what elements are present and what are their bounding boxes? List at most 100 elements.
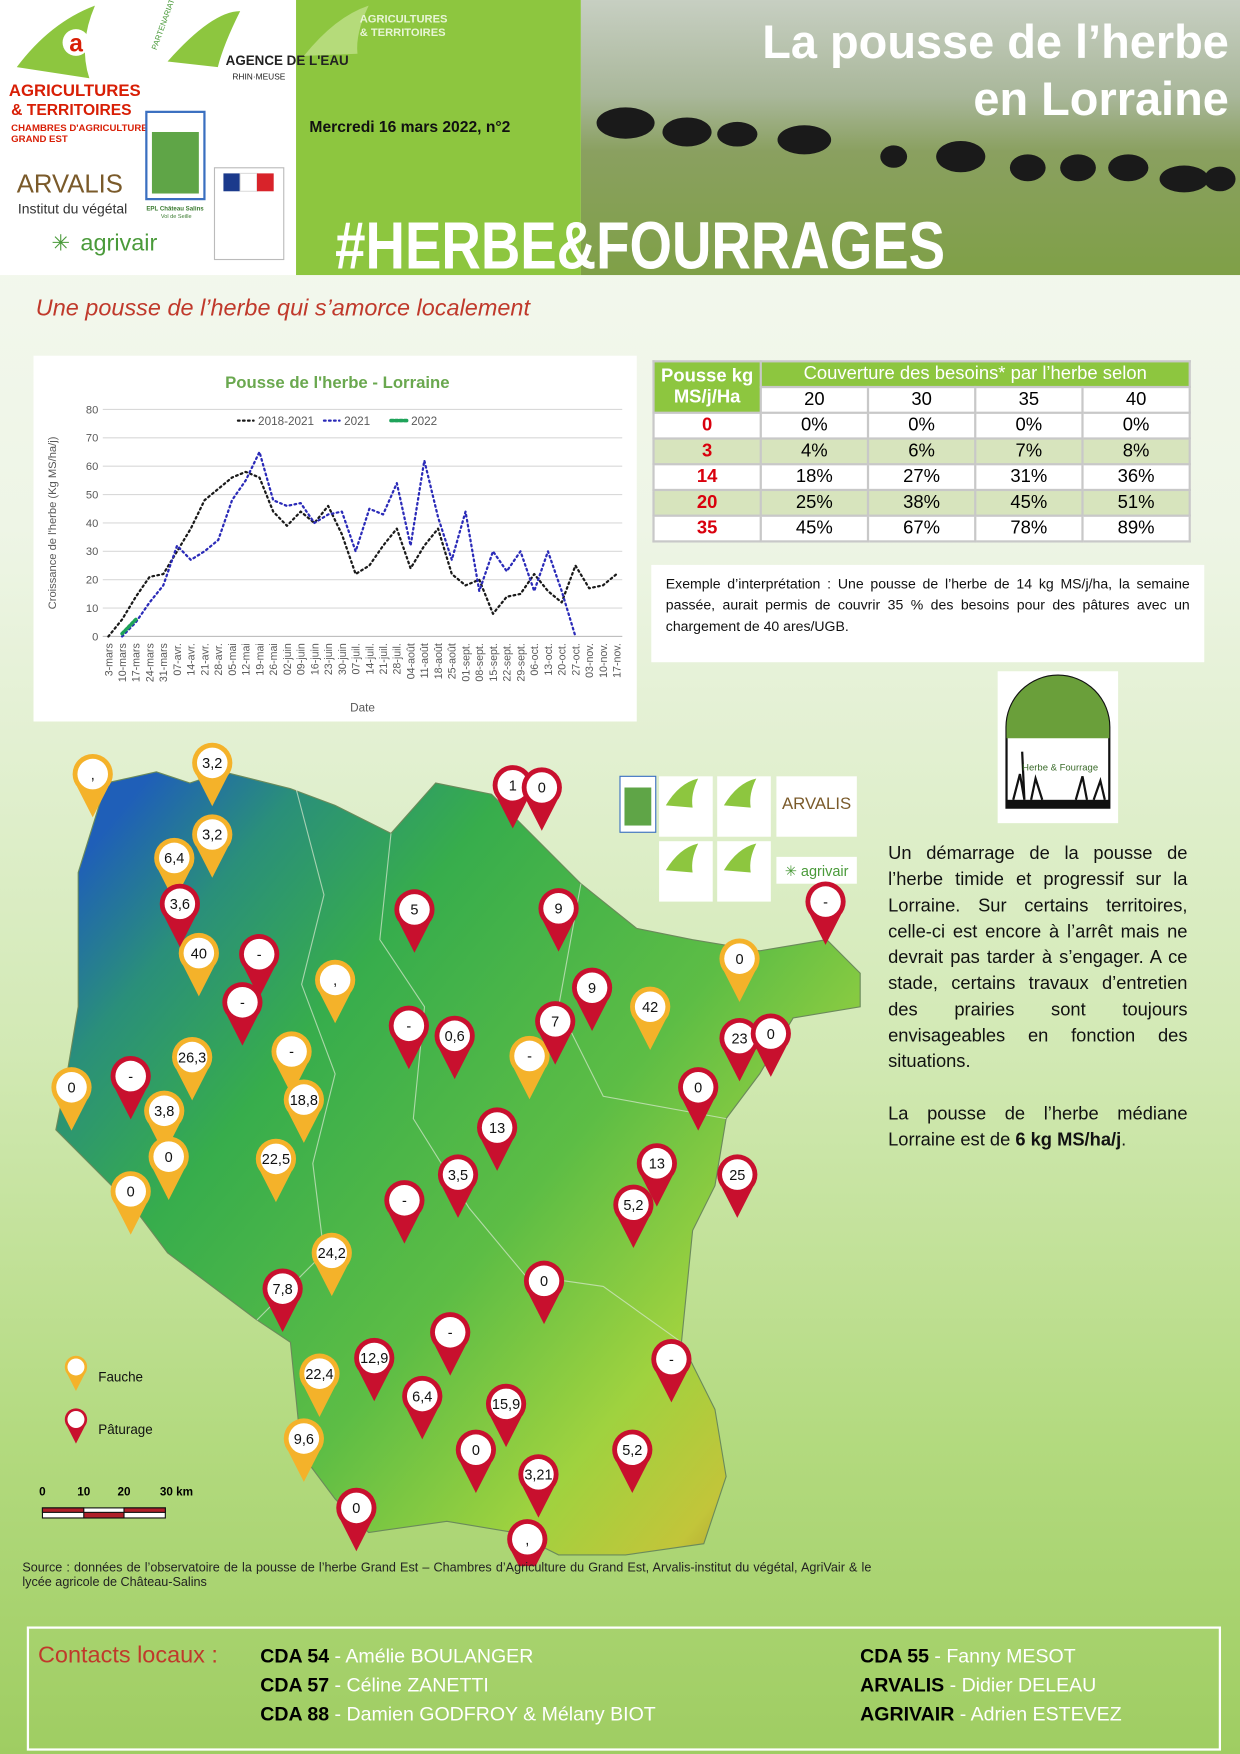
pin-inner — [164, 888, 196, 920]
pin-label: 0 — [67, 1081, 75, 1097]
table-column-header: 30 — [866, 385, 977, 414]
contact-org: ARVALIS — [860, 1673, 945, 1696]
pin-inner — [514, 1040, 545, 1072]
pin-inner — [183, 937, 215, 969]
pin-label: - — [669, 1352, 674, 1368]
x-tick-label: 07-juil. — [351, 643, 363, 674]
svg-text:& TERRITOIRES: & TERRITOIRES — [360, 27, 446, 39]
table-column-header: 40 — [1081, 385, 1191, 414]
pin-inner — [393, 1010, 425, 1042]
pin-inner — [399, 894, 430, 925]
pin-inner — [617, 1434, 648, 1466]
pin-label: 0 — [538, 781, 546, 797]
x-tick-label: 10-nov. — [598, 643, 610, 678]
pin-inner — [288, 1084, 320, 1115]
partner-logos: ARVALIS ✳ agrivair — [619, 775, 857, 902]
pin-label: 15,9 — [492, 1397, 520, 1413]
pin-inner — [722, 1159, 753, 1190]
pin-inner — [67, 1411, 85, 1429]
cows — [596, 107, 1236, 193]
pin-body — [528, 1293, 560, 1325]
pin: 3,5 — [437, 1154, 479, 1218]
table-row-header: 20 — [652, 488, 762, 517]
x-tick-label: 09-juin — [296, 643, 308, 675]
pin-body — [616, 1462, 648, 1494]
pin-label: 0 — [165, 1150, 173, 1166]
pin — [64, 1408, 88, 1444]
x-tick-label: 01-sept. — [460, 643, 472, 681]
pin-inner — [267, 1273, 298, 1304]
x-tick-label: 29-sept. — [515, 643, 527, 681]
pin-inner — [460, 1434, 492, 1466]
pin-body — [634, 1019, 666, 1051]
svg-text:✳ agrivair: ✳ agrivair — [785, 864, 849, 880]
pin-inner — [434, 1316, 466, 1348]
pin-label: 9 — [588, 981, 596, 997]
pin: - — [110, 1055, 151, 1120]
contact-name: - Fanny MESOT — [928, 1644, 1076, 1667]
pin: - — [509, 1035, 550, 1100]
series-line — [107, 470, 618, 638]
scale-label: 10 — [77, 1486, 91, 1499]
body-text: La pousse de l’herbe médiane Lorraine es… — [888, 1104, 1188, 1151]
x-tick-label: 26-mai — [268, 643, 280, 675]
hashtag: #HERBE&FOURRAGES — [335, 208, 945, 275]
x-tick-label: 12-mai — [241, 643, 253, 675]
pin-label: 0 — [694, 1081, 702, 1097]
pin-body — [434, 1344, 466, 1376]
x-tick-label: 17-nov. — [612, 643, 624, 678]
x-tick-label: 04-août — [406, 643, 418, 679]
table-row: 20 30 35 40 — [654, 385, 1191, 414]
pin-body — [755, 1046, 787, 1077]
legend-label: 2022 — [411, 415, 437, 428]
logo-text: GRAND EST — [11, 134, 68, 145]
pin: 24,2 — [311, 1232, 352, 1297]
pin-label: 3,21 — [524, 1468, 552, 1484]
pin-label: 24,2 — [318, 1246, 346, 1262]
table-cell: 89% — [1081, 514, 1191, 543]
pin: 0 — [523, 1260, 565, 1325]
pin-inner — [176, 1041, 208, 1073]
pin-label: 7,8 — [273, 1282, 293, 1298]
pin-body — [393, 1038, 425, 1070]
pin-inner — [196, 747, 228, 779]
table-cell: 0% — [866, 411, 977, 440]
table-row: 20 25% 38% 45% 51% — [652, 488, 1191, 517]
pin-body — [809, 914, 842, 945]
pin-body — [542, 920, 575, 952]
pin-inner — [641, 1148, 673, 1179]
x-tick-label: 17-mars — [131, 643, 143, 682]
x-tick-label: 21-juil. — [378, 643, 390, 674]
y-tick-label: 20 — [86, 575, 98, 587]
pin-inner — [481, 1112, 513, 1143]
pin-body — [490, 1416, 522, 1448]
x-tick-label: 28-avr. — [213, 643, 225, 675]
x-tick-label: 21-avr. — [199, 643, 211, 675]
x-tick-label: 08-sept. — [474, 643, 486, 681]
pin-label: 22,4 — [305, 1367, 333, 1383]
pin-label: 7 — [551, 1015, 559, 1031]
table-row-header: 3 — [652, 437, 762, 466]
contact-name: - Damien GODFROY & Mélany BIOT — [329, 1702, 656, 1725]
contact-entry: CDA 57 - Céline ZANETTI — [260, 1673, 489, 1696]
table-corner: Pousse kg MS/j/Ha — [652, 360, 762, 414]
x-tick-label: 25-août — [447, 643, 459, 679]
contact-name: - Didier DELEAU — [944, 1673, 1097, 1696]
x-tick-label: 28-juil. — [392, 643, 404, 674]
pin-body — [196, 775, 228, 807]
pin-body — [176, 1069, 208, 1101]
pin-body — [260, 1171, 292, 1203]
pin-label: 5,2 — [622, 1443, 642, 1459]
pin-body — [513, 1068, 546, 1100]
source: Source : données de l’observatoire de la… — [22, 1561, 872, 1590]
pin: 3,2 — [192, 814, 233, 878]
logo-text: AGRICULTURES — [9, 81, 141, 100]
legend-label: 2021 — [344, 415, 370, 428]
table-column-header: 35 — [974, 385, 1084, 414]
pin-inner — [319, 964, 351, 996]
series-line — [120, 450, 577, 638]
pin-inner — [539, 1005, 571, 1037]
table-cell: 6% — [866, 437, 977, 466]
pin-body — [115, 1203, 147, 1235]
